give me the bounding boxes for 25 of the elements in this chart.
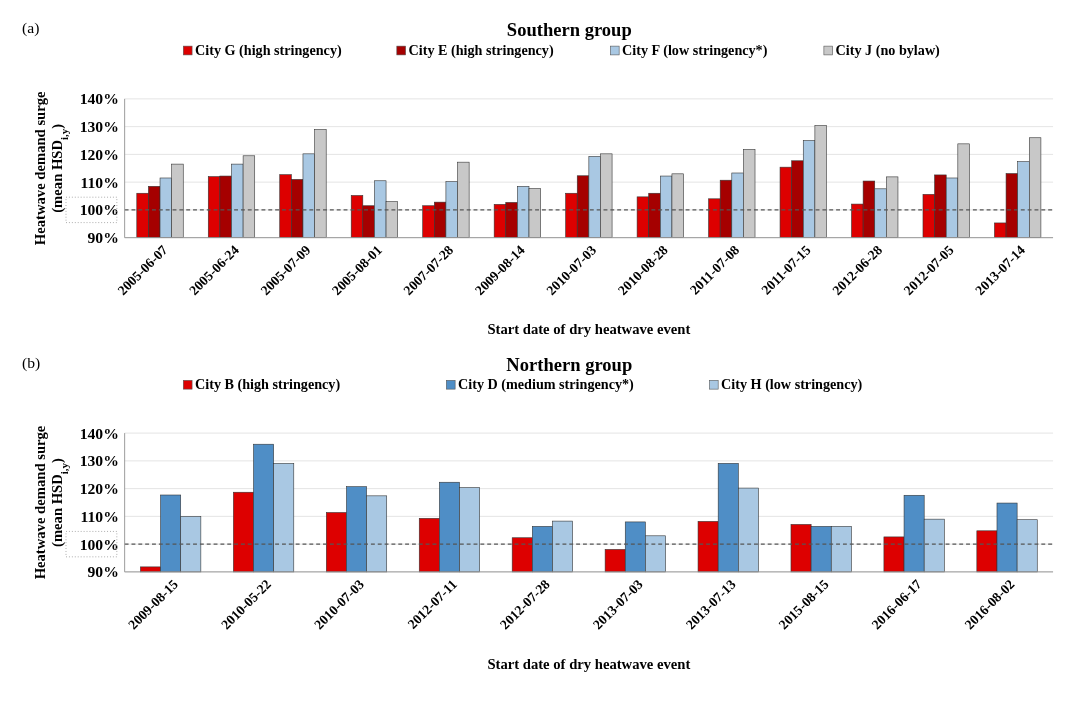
text: (b): [22, 353, 41, 372]
legend-label: City B (high stringency): [195, 376, 341, 394]
legend-label: City D (medium stringency*): [458, 376, 635, 394]
y-tick-label: 130%: [79, 118, 119, 136]
chart-title: Northern group: [506, 353, 633, 375]
y-tick-label: 100%: [79, 535, 119, 553]
chart-title: Southern group: [506, 19, 632, 41]
y-tick-label: 140%: [79, 90, 119, 108]
legend-label: City F (low stringency*): [622, 41, 768, 59]
legend-label: City G (high stringency): [195, 41, 342, 59]
y-tick-label: 100%: [79, 201, 119, 219]
y-tick-label: 120%: [79, 480, 119, 498]
y-tick-label: 110%: [80, 507, 119, 525]
y-tick-label: 90%: [87, 563, 119, 581]
legend-label: City J (no bylaw): [835, 41, 941, 59]
y-tick-label: 120%: [79, 145, 119, 163]
y-tick-label: 130%: [79, 452, 119, 470]
y-tick-label: 110%: [80, 173, 119, 191]
legend-label: City H (low stringency): [721, 376, 863, 394]
x-axis-title: Start date of dry heatwave event: [487, 655, 691, 672]
y-tick-label: 140%: [79, 424, 119, 442]
text: (a): [22, 19, 40, 38]
legend-label: City E (high stringency): [408, 41, 554, 59]
y-tick-label: 90%: [87, 229, 119, 247]
x-axis-title: Start date of dry heatwave event: [487, 321, 691, 338]
